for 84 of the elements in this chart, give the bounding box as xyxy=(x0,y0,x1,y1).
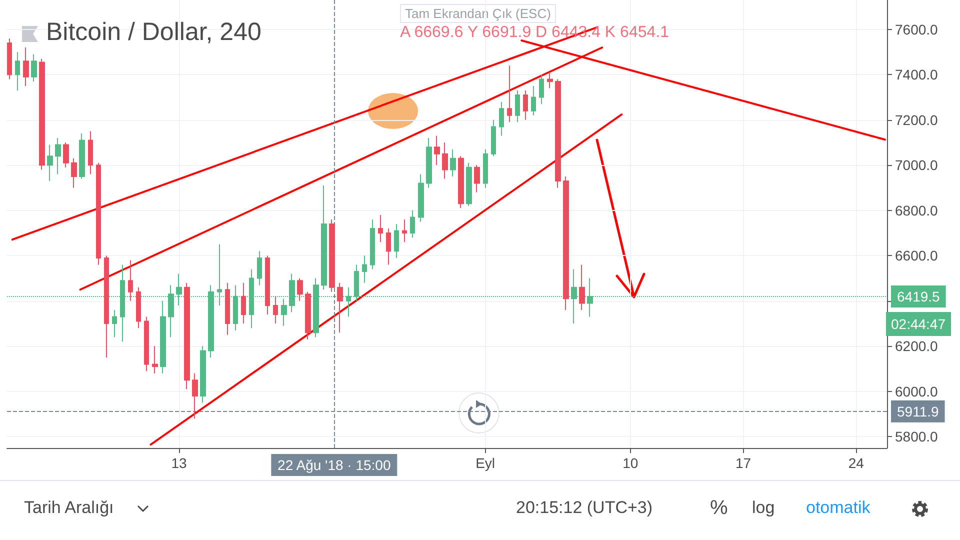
candlestick xyxy=(491,119,496,157)
y-tick-label: 6000.0 xyxy=(895,383,938,400)
candlestick xyxy=(483,148,488,188)
y-tick-label: 7400.0 xyxy=(895,66,938,83)
candlestick xyxy=(152,346,158,374)
candlestick xyxy=(539,74,544,105)
text: % xyxy=(710,497,728,520)
candlestick xyxy=(442,142,448,180)
candlestick xyxy=(200,346,206,404)
candlestick xyxy=(79,132,85,180)
candlestick xyxy=(112,309,117,338)
candlestick xyxy=(241,282,246,324)
candlestick xyxy=(579,264,585,310)
candlestick xyxy=(370,218,375,270)
candlestick xyxy=(96,162,101,266)
candlestick xyxy=(394,224,399,258)
candlestick xyxy=(418,174,424,222)
candlestick xyxy=(426,138,432,188)
ref-line-label: 6419.5 xyxy=(897,288,940,305)
y-tick-label: 6800.0 xyxy=(895,202,938,218)
y-tick-label: 6600.0 xyxy=(895,248,938,264)
candlestick xyxy=(265,255,270,316)
candlestick xyxy=(160,300,166,374)
x-tick-label: 24 xyxy=(848,455,864,471)
candlestick xyxy=(88,130,93,175)
candlestick xyxy=(55,138,61,175)
candlestick xyxy=(507,65,512,123)
x-tick-label: Eyl xyxy=(476,455,496,471)
candlestick xyxy=(555,78,561,188)
candlestick xyxy=(523,90,528,120)
candlestick xyxy=(192,372,198,420)
candlestick xyxy=(563,176,569,310)
candlestick xyxy=(273,296,278,324)
candlestick xyxy=(474,164,480,193)
candlestick xyxy=(15,52,20,92)
candlestick xyxy=(321,185,327,290)
candlestick xyxy=(47,144,53,182)
candlestick xyxy=(434,135,440,166)
candlestick xyxy=(531,85,536,116)
candlestick xyxy=(31,54,37,82)
text: log xyxy=(752,498,775,518)
candlestick xyxy=(225,282,230,336)
candlestick xyxy=(136,286,141,329)
candlestick xyxy=(337,282,343,334)
candlestick xyxy=(7,38,12,80)
candlestick xyxy=(128,260,133,302)
y-tick-label: 7200.0 xyxy=(895,112,938,128)
ref-line-label: 22 Ağu '18 · 15:00 xyxy=(278,457,391,473)
x-tick-label: 13 xyxy=(171,455,187,471)
candlestick xyxy=(305,291,311,340)
text: 02:44:47 xyxy=(886,312,950,336)
y-tick-label: 7600.0 xyxy=(895,21,938,38)
candlestick xyxy=(297,278,303,302)
candlestick xyxy=(450,148,456,177)
ref-line-label: 5911.9 xyxy=(897,403,939,420)
candlestick xyxy=(386,228,391,266)
text: otomatik xyxy=(806,498,870,518)
candlestick xyxy=(144,316,149,372)
candlestick xyxy=(23,47,29,86)
candlestick xyxy=(362,255,367,284)
x-tick-label: 17 xyxy=(735,455,752,471)
text: Bitcoin / Dollar, 240 xyxy=(46,18,262,47)
candlestick xyxy=(458,156,464,209)
candlestick xyxy=(104,255,109,358)
x-tick-label: 10 xyxy=(622,455,638,471)
candlestick xyxy=(515,90,520,123)
annotation: Tam Ekrandan Çık (ESC) xyxy=(400,4,556,23)
candlestick xyxy=(184,282,190,390)
candlestick xyxy=(329,218,335,292)
candlestick xyxy=(71,158,77,188)
candlestick xyxy=(547,72,553,89)
candlestick xyxy=(39,58,45,170)
y-tick-label: 7000.0 xyxy=(895,157,938,174)
candlestick xyxy=(499,101,504,136)
candlestick xyxy=(410,210,415,238)
text: Tarih Aralığı xyxy=(24,498,114,518)
candlestick xyxy=(466,162,472,206)
y-tick-label: 6200.0 xyxy=(895,338,938,354)
candlestick xyxy=(378,214,383,243)
candlestick xyxy=(257,250,262,286)
candlestick xyxy=(402,218,407,243)
y-tick-label: 5800.0 xyxy=(895,428,938,445)
candlestick xyxy=(63,142,69,168)
text: 20:15:12 (UTC+3) xyxy=(516,498,653,518)
